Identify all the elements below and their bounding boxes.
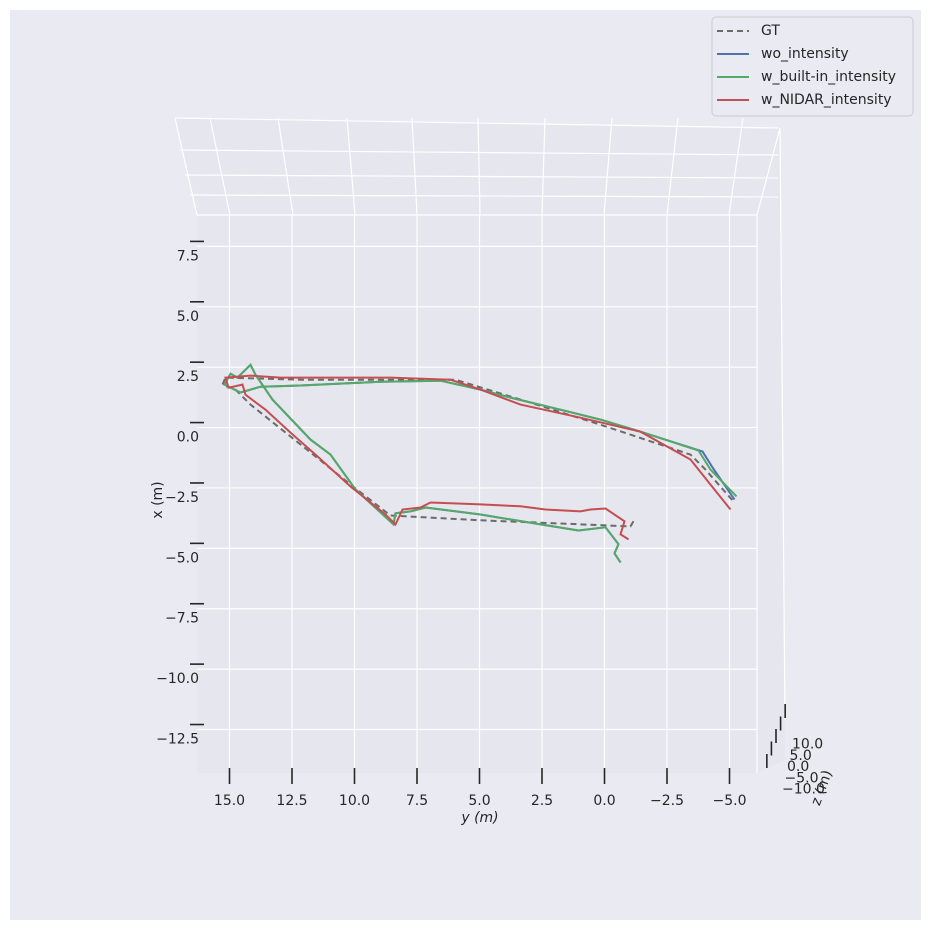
y-axis-label: x (m) [150,481,166,518]
x-tick-label: 2.5 [531,793,553,809]
y-tick-label: 7.5 [177,248,199,264]
legend: GT wo_intensity w_built-in_intensity w_NIDA… [711,16,914,117]
legend-label: w_built-in_intensity [761,69,896,85]
x-tick-label: 5.0 [468,793,490,809]
z-tick-label: 0.0 [787,759,809,775]
y-tick-label: −5.0 [165,550,199,566]
legend-label: wo_intensity [761,46,849,62]
x-tick-label: −2.5 [650,793,684,809]
x-tick-label: 15.0 [214,793,245,809]
x-axis-label: y (m) [460,810,498,826]
x-tick-label: 10.0 [339,793,370,809]
z-tick-label: 5.0 [790,748,812,764]
x-tick-label: −5.0 [713,793,747,809]
y-tick-label: −7.5 [165,611,199,627]
z-tick-label: −10.0 [782,782,825,798]
y-tick-label: −12.5 [156,732,199,748]
z-tick-label: 10.0 [792,737,823,753]
x-tick-label: 12.5 [276,793,307,809]
y-tick-label: −10.0 [156,671,199,687]
legend-label: w_NIDAR_intensity [761,92,892,108]
legend-label: GT [761,23,780,39]
y-tick-label: 0.0 [177,430,199,446]
plot: 15.0 12.5 10.0 7.5 5.0 2.5 0.0 −2.5 −5.0 7.5 5.0 2.… [156,215,825,809]
y-tick-label: 2.5 [177,369,199,385]
x-tick-label: 7.5 [406,793,428,809]
series-line [223,363,738,563]
series-line [224,374,732,541]
x-tick-label: 0.0 [593,793,615,809]
legend-box [711,16,914,117]
z-tick-label: −5.0 [785,770,819,786]
y-tick-label: 5.0 [177,309,199,325]
y-tick-label: −2.5 [165,490,199,506]
